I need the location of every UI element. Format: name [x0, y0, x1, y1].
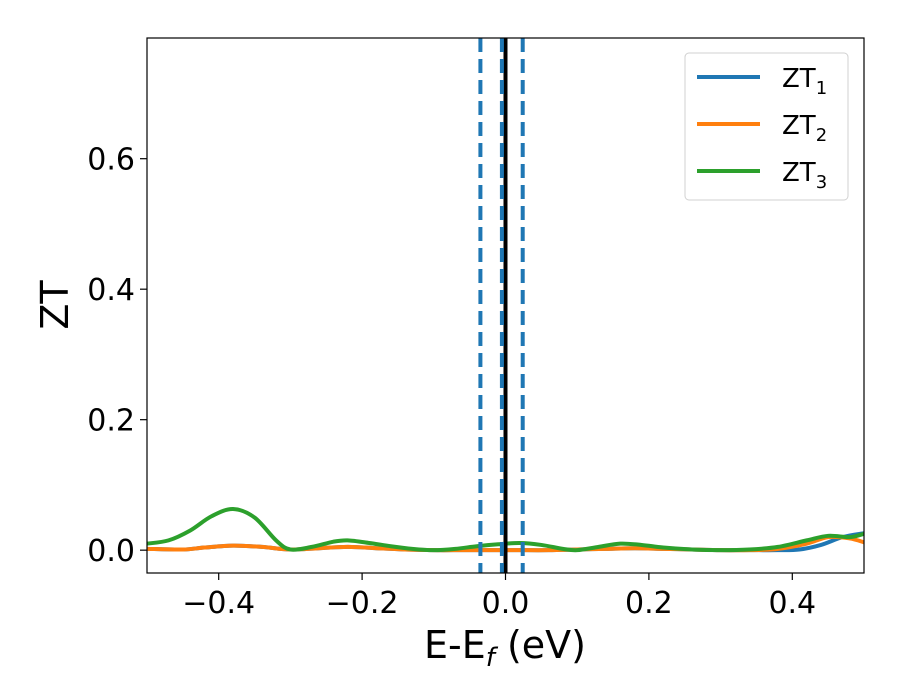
legend-label-zt3-sub: 3 [816, 172, 827, 193]
legend-label-zt2-main: ZT [782, 111, 816, 141]
y-tick-label: 0.6 [87, 143, 135, 178]
legend-label-zt3: ZT3 [782, 158, 827, 193]
legend-label-zt3-main: ZT [782, 158, 816, 188]
x-tick-label: 0.0 [482, 586, 530, 621]
series-line-zt3 [147, 507, 864, 553]
y-tick-label: 0.2 [87, 404, 135, 439]
legend-label-zt1: ZT1 [782, 64, 827, 99]
legend-label-zt1-sub: 1 [816, 78, 827, 99]
legend-box [684, 52, 849, 201]
legend-label-zt2: ZT2 [782, 111, 827, 146]
x-tick-label: 0.4 [768, 586, 816, 621]
legend-label-zt2-sub: 2 [816, 125, 827, 146]
x-tick-label: −0.4 [182, 586, 255, 621]
y-tick-label: 0.0 [87, 534, 135, 569]
x-axis-title-main: E-E [424, 623, 486, 667]
x-tick-label: 0.2 [625, 586, 673, 621]
reference-lines [478, 38, 525, 573]
x-tick-label: −0.2 [326, 586, 399, 621]
x-axis-title: E-Ef (eV) [424, 623, 586, 673]
plot-area [147, 507, 864, 553]
y-tick-label: 0.4 [87, 273, 135, 308]
x-ticks: −0.4 −0.2 0.0 0.2 0.4 [182, 573, 816, 621]
x-axis-title-unit: (eV) [495, 623, 586, 667]
y-axis-title: ZT [33, 280, 77, 330]
legend-label-zt1-main: ZT [782, 64, 816, 94]
legend: ZT1 ZT2 ZT3 [684, 52, 849, 201]
y-ticks: 0.0 0.2 0.4 0.6 [87, 143, 147, 569]
